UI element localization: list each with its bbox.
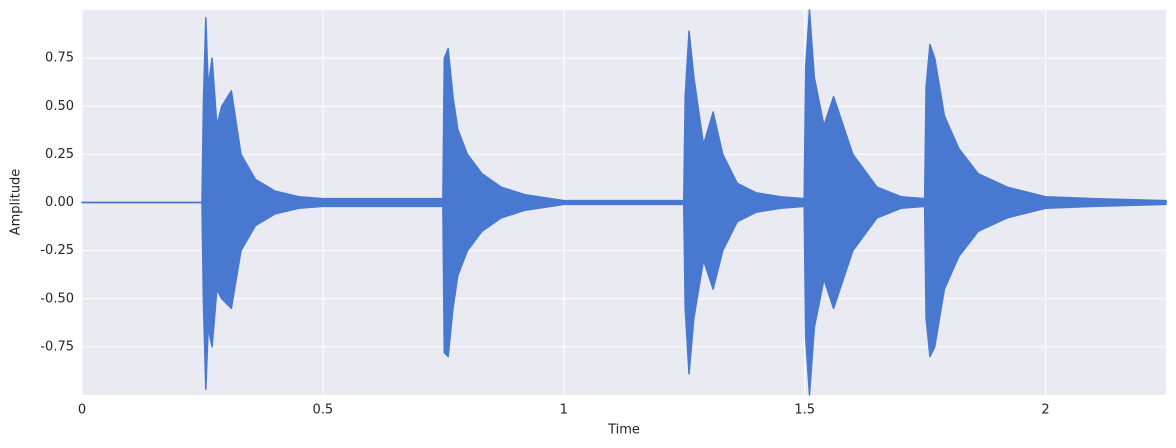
x-tick-label: 0.5 bbox=[313, 403, 334, 418]
x-tick-label: 1.5 bbox=[794, 403, 815, 418]
x-axis-label: Time bbox=[607, 423, 640, 438]
y-tick-label: 0.00 bbox=[45, 195, 74, 210]
y-tick-label: -0.75 bbox=[40, 339, 74, 354]
y-tick-label: -0.50 bbox=[40, 291, 74, 306]
y-tick-label: -0.25 bbox=[40, 243, 74, 258]
y-tick-label: 0.75 bbox=[45, 51, 74, 66]
y-tick-label: 0.25 bbox=[45, 147, 74, 162]
x-tick-label: 1 bbox=[560, 403, 568, 418]
waveform-area bbox=[81, 201, 1167, 396]
x-tick-label: 0 bbox=[78, 403, 86, 418]
waveform-area bbox=[81, 9, 1167, 204]
y-tick-label: 0.50 bbox=[45, 99, 74, 114]
x-tick-label: 2 bbox=[1041, 403, 1049, 418]
y-axis-label: Amplitude bbox=[9, 169, 24, 236]
